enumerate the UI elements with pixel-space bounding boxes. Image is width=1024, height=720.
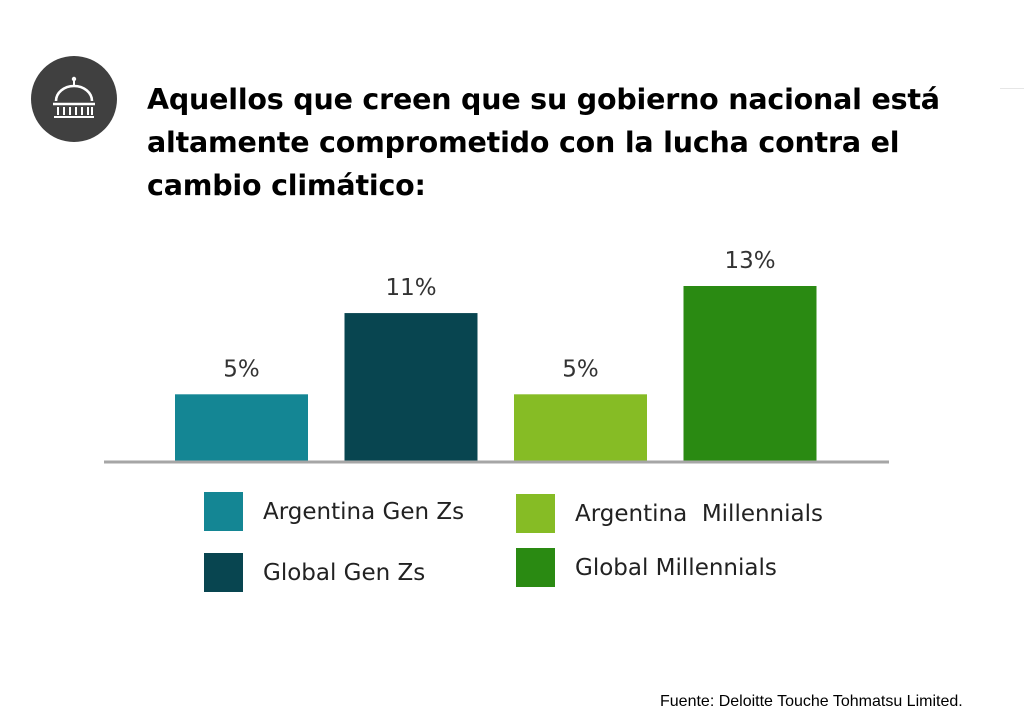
- bar-3: [514, 394, 647, 462]
- legend-item-global-gen-zs: Global Gen Zs: [204, 553, 425, 592]
- legend-label: Global Millennials: [575, 554, 777, 581]
- bar-1: [175, 394, 308, 462]
- legend-label: Argentina Gen Zs: [263, 498, 465, 525]
- legend-swatch: [204, 492, 243, 531]
- legend-item-global-millennials: Global Millennials: [516, 548, 777, 587]
- legend-swatch: [516, 494, 555, 533]
- legend-swatch: [204, 553, 243, 592]
- data-label-1: 5%: [223, 356, 260, 382]
- top-divider: [1000, 88, 1024, 89]
- bar-2: [344, 313, 478, 462]
- government-dome-icon: [31, 56, 117, 142]
- data-label-3: 5%: [562, 356, 599, 382]
- legend-swatch: [516, 548, 555, 587]
- bar-4: [683, 286, 817, 462]
- data-label-2: 11%: [385, 275, 436, 301]
- chart-title: Aquellos que creen que su gobierno nacio…: [147, 83, 940, 202]
- legend-item-argentina-gen-zs: Argentina Gen Zs: [204, 492, 464, 531]
- legend-label: Argentina Millennials: [575, 500, 823, 527]
- data-label-4: 13%: [724, 248, 775, 274]
- legend-item-argentina-millennials: Argentina Millennials: [516, 494, 823, 533]
- source-note: Fuente: Deloitte Touche Tohmatsu Limited…: [660, 693, 963, 710]
- legend-label: Global Gen Zs: [263, 559, 426, 586]
